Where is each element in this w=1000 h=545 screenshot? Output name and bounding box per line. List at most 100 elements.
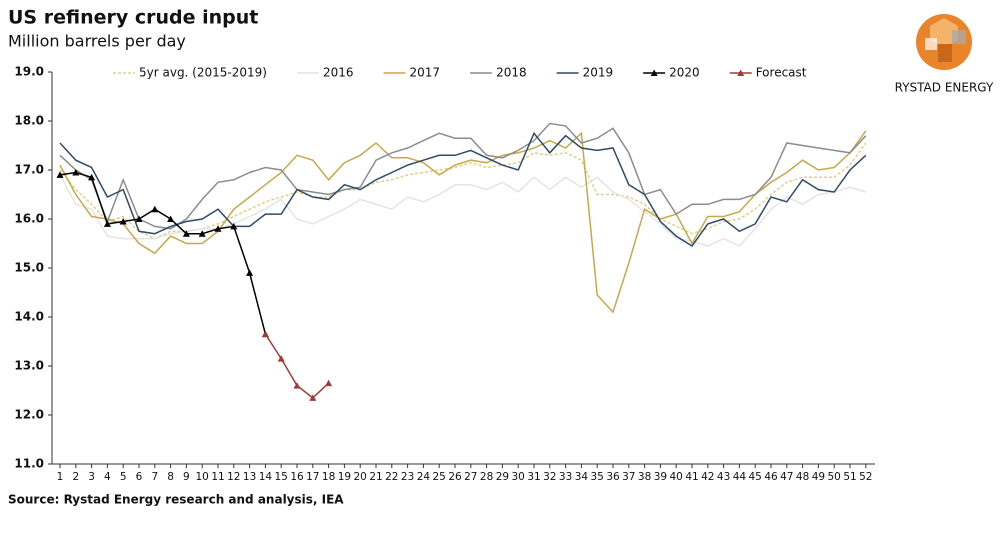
x-tick-label: 23	[401, 471, 414, 483]
logo-shape	[925, 38, 937, 50]
x-tick-label: 29	[496, 471, 509, 483]
point-marker	[230, 222, 238, 230]
series-line	[59, 131, 867, 248]
x-tick-label: 3	[88, 471, 95, 483]
point-marker	[182, 230, 190, 237]
point-marker	[293, 382, 301, 389]
y-tick-label: 11.0	[14, 457, 44, 471]
point-marker	[261, 330, 269, 338]
x-tick-label: 50	[828, 471, 841, 483]
legend-label: 2018	[496, 66, 527, 80]
legend-label: 2020	[669, 66, 700, 80]
logo	[916, 14, 972, 70]
point-marker	[214, 225, 222, 232]
x-tick-label: 27	[464, 471, 477, 483]
x-tick-label: 6	[136, 471, 143, 483]
x-tick-label: 25	[433, 471, 446, 483]
point-marker	[198, 230, 206, 237]
x-tick-label: 44	[733, 471, 747, 483]
x-tick-label: 19	[338, 471, 351, 483]
y-tick-label: 13.0	[14, 359, 44, 373]
x-tick-label: 47	[780, 471, 793, 483]
point-marker	[56, 171, 64, 178]
x-tick-label: 26	[448, 471, 462, 483]
legend-marker	[650, 69, 658, 76]
x-tick-label: 43	[717, 471, 730, 483]
x-tick-label: 33	[559, 471, 572, 483]
x-tick-label: 2	[72, 471, 79, 483]
legend-label: 2019	[583, 66, 614, 80]
point-marker	[119, 217, 127, 225]
x-tick-label: 32	[543, 471, 556, 483]
logo-shape	[938, 44, 952, 62]
point-marker	[103, 220, 111, 227]
x-tick-label: 16	[290, 471, 304, 483]
x-tick-label: 11	[211, 471, 224, 483]
point-marker	[88, 173, 96, 181]
x-tick-label: 12	[227, 471, 240, 483]
series	[59, 130, 867, 314]
x-tick-label: 40	[670, 471, 683, 483]
x-tick-label: 49	[812, 471, 825, 483]
legend-label: 2017	[410, 66, 441, 80]
x-tick-label: 5	[120, 471, 127, 483]
legend-marker	[737, 69, 745, 76]
y-tick-label: 17.0	[14, 163, 44, 177]
series	[59, 174, 867, 247]
x-tick-label: 42	[701, 471, 714, 483]
chart-subtitle: Million barrels per day	[8, 32, 186, 51]
legend-label: 2016	[323, 66, 354, 80]
x-tick-label: 41	[685, 471, 698, 483]
y-tick-label: 14.0	[14, 310, 44, 324]
legend-label: Forecast	[756, 66, 807, 80]
x-tick-label: 15	[275, 471, 288, 483]
x-tick-label: 28	[480, 471, 493, 483]
x-tick-label: 38	[638, 471, 651, 483]
point-marker	[135, 215, 143, 222]
x-tick-label: 9	[183, 471, 190, 483]
source: Source: Rystad Energy research and analy…	[8, 493, 344, 507]
series	[59, 131, 867, 248]
series-line	[59, 122, 867, 230]
series-line	[59, 130, 867, 314]
x-tick-label: 36	[606, 471, 620, 483]
x-tick-label: 20	[354, 471, 367, 483]
x-tick-label: 21	[369, 471, 382, 483]
x-tick-label: 7	[151, 471, 158, 483]
point-marker	[151, 205, 159, 213]
x-tick-label: 18	[322, 471, 335, 483]
point-marker	[167, 215, 175, 222]
series	[261, 330, 333, 401]
x-tick-label: 31	[527, 471, 540, 483]
series	[59, 142, 867, 240]
series-line	[59, 171, 267, 335]
series-line	[59, 174, 867, 247]
y-tick-label: 16.0	[14, 212, 44, 226]
x-tick-label: 30	[512, 471, 525, 483]
point-marker	[325, 379, 333, 387]
x-tick-label: 35	[591, 471, 604, 483]
y-tick-label: 12.0	[14, 408, 44, 422]
x-tick-label: 24	[417, 471, 431, 483]
point-marker	[309, 394, 317, 401]
y-tick-label: 15.0	[14, 261, 44, 275]
x-tick-label: 46	[764, 471, 778, 483]
x-tick-label: 48	[796, 471, 809, 483]
x-tick-label: 17	[306, 471, 319, 483]
x-tick-label: 39	[654, 471, 667, 483]
legend-label: 5yr avg. (2015-2019)	[139, 66, 267, 80]
x-tick-label: 4	[104, 471, 111, 483]
series	[59, 122, 867, 230]
series	[56, 168, 269, 338]
logo-shape	[952, 30, 966, 44]
chart-title: US refinery crude input	[8, 7, 258, 29]
x-tick-label: 13	[243, 471, 256, 483]
x-tick-label: 45	[749, 471, 762, 483]
x-tick-label: 10	[196, 471, 209, 483]
x-tick-label: 52	[859, 471, 872, 483]
x-tick-label: 1	[57, 471, 64, 483]
y-tick-label: 18.0	[14, 114, 44, 128]
point-marker	[72, 168, 80, 176]
x-tick-label: 51	[843, 471, 856, 483]
